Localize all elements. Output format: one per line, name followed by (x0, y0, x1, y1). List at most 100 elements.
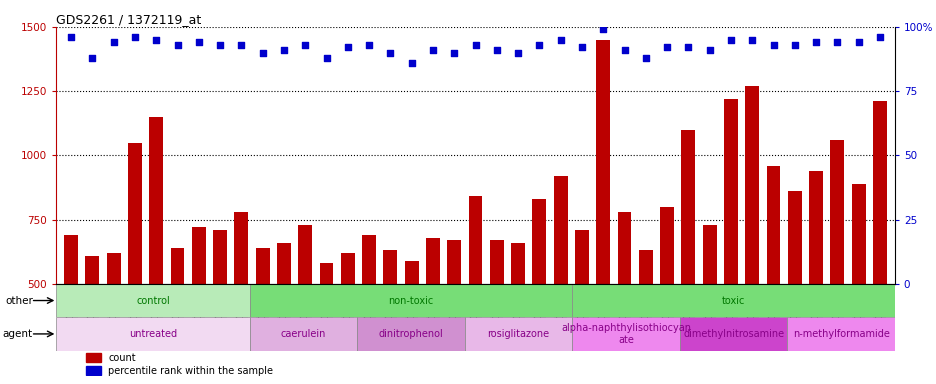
Point (680, 45, 695, 51)
Bar (85, 366, 100, 375)
Point (510, 50, 525, 56)
Point (808, 39, 823, 45)
Bar (872, 101, 885, 284)
Point (467, 42, 483, 48)
Bar (149, 117, 163, 284)
Bar (617, 212, 631, 284)
Text: caerulein: caerulein (281, 329, 326, 339)
Bar (107, 253, 121, 284)
Bar (213, 230, 227, 284)
Point (106, 39, 121, 45)
Point (786, 42, 801, 48)
Bar (575, 230, 588, 284)
Bar (362, 235, 375, 284)
Bar (56, 284, 250, 317)
Bar (277, 243, 290, 284)
Text: dinitrophenol: dinitrophenol (378, 329, 443, 339)
Point (617, 47, 632, 53)
Bar (490, 240, 504, 284)
Bar (744, 86, 758, 284)
Bar (404, 261, 418, 284)
Bar (426, 238, 439, 284)
Bar (85, 256, 99, 284)
Bar (702, 225, 716, 284)
Bar (532, 199, 546, 284)
Bar (766, 166, 780, 284)
Point (191, 39, 206, 45)
Bar (383, 250, 397, 284)
Bar (468, 197, 482, 284)
Bar (234, 212, 248, 284)
Text: toxic: toxic (721, 296, 744, 306)
Point (383, 50, 398, 56)
Text: non-toxic: non-toxic (388, 296, 433, 306)
Bar (192, 227, 206, 284)
Bar (256, 248, 270, 284)
Point (276, 47, 291, 53)
Point (552, 36, 567, 43)
Text: control: control (136, 296, 169, 306)
Point (169, 42, 184, 48)
Point (659, 45, 674, 51)
Point (766, 42, 781, 48)
Bar (446, 240, 461, 284)
Point (446, 50, 461, 56)
Point (850, 39, 865, 45)
Bar (319, 263, 333, 284)
Bar (464, 317, 572, 351)
Point (829, 39, 844, 45)
Bar (553, 176, 567, 284)
Point (637, 55, 652, 61)
Point (489, 47, 504, 53)
Point (701, 47, 716, 53)
Text: other: other (5, 296, 33, 306)
Point (723, 36, 738, 43)
Bar (56, 317, 250, 351)
Text: agent: agent (3, 329, 33, 339)
Bar (680, 317, 786, 351)
Bar (357, 317, 464, 351)
Text: rosiglitazone: rosiglitazone (487, 329, 549, 339)
Text: count: count (108, 353, 136, 363)
Bar (298, 225, 312, 284)
Bar (829, 140, 843, 284)
Point (425, 47, 440, 53)
Point (744, 36, 759, 43)
Point (212, 42, 227, 48)
Point (403, 60, 418, 66)
Bar (595, 40, 609, 284)
Bar (638, 250, 652, 284)
Point (149, 36, 164, 43)
Point (574, 45, 589, 51)
Point (595, 26, 610, 33)
Bar (724, 99, 737, 284)
Point (127, 34, 142, 40)
Point (532, 42, 547, 48)
Point (298, 42, 313, 48)
Bar (341, 253, 355, 284)
Point (64, 34, 79, 40)
Text: untreated: untreated (129, 329, 177, 339)
Bar (170, 248, 184, 284)
Point (234, 42, 249, 48)
Bar (65, 235, 78, 284)
Bar (680, 130, 695, 284)
Text: GDS2261 / 1372119_at: GDS2261 / 1372119_at (56, 13, 201, 26)
Bar (786, 317, 894, 351)
Text: alpha-naphthylisothiocyan
ate: alpha-naphthylisothiocyan ate (561, 323, 691, 345)
Point (340, 45, 355, 51)
Point (85, 55, 100, 61)
Bar (660, 207, 673, 284)
Bar (128, 142, 141, 284)
Bar (787, 191, 801, 284)
Point (255, 50, 270, 56)
Point (361, 42, 376, 48)
Bar (851, 184, 865, 284)
Bar (572, 284, 894, 317)
Point (318, 55, 333, 61)
Point (871, 34, 886, 40)
Text: percentile rank within the sample: percentile rank within the sample (108, 366, 273, 376)
Bar (572, 317, 680, 351)
Text: n-methylformamide: n-methylformamide (792, 329, 888, 339)
Text: dimethylnitrosamine: dimethylnitrosamine (682, 329, 783, 339)
